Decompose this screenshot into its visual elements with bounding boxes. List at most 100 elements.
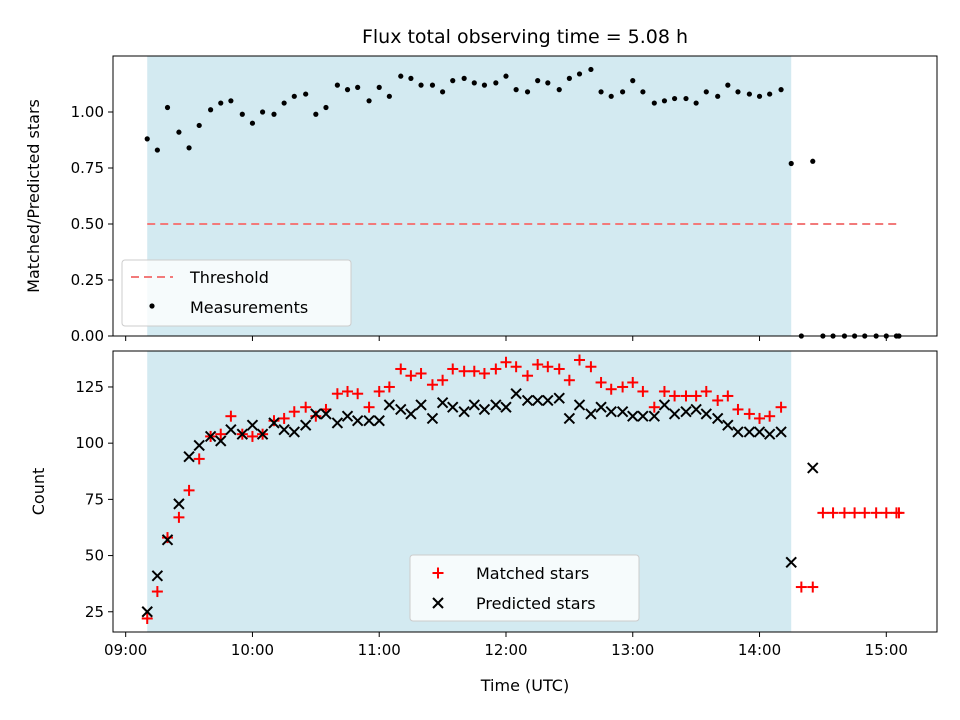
- measurement-point: [291, 93, 297, 99]
- matched-star-point: [732, 403, 744, 415]
- predicted-star-point: [648, 410, 661, 422]
- ratio-y-ticks: 0.00 0.25 0.50 0.75 1.00: [71, 103, 113, 345]
- predicted-star-point: [183, 450, 195, 463]
- matched-star-point: [490, 363, 502, 375]
- matched-star-point: [288, 406, 300, 418]
- measurement-point: [608, 93, 614, 99]
- matched-star-point: [383, 381, 395, 393]
- predicted-star-point: [807, 462, 819, 474]
- measurement-point: [576, 71, 583, 77]
- matched-star-point: [553, 363, 565, 375]
- predicted-star-point: [173, 498, 185, 510]
- measurement-point: [598, 89, 604, 95]
- ratio-panel: 0.00 0.25 0.50 0.75 1.00 Flux total observin…: [24, 26, 938, 345]
- measurement-point: [334, 82, 340, 88]
- predicted-star-point: [373, 414, 385, 427]
- matched-star-point: [859, 507, 871, 519]
- matched-star-point: [246, 430, 258, 442]
- predicted-star-point: [616, 405, 629, 418]
- measurement-point: [693, 100, 699, 106]
- matched-star-point: [743, 408, 755, 420]
- y-tick-label: 0.75: [71, 159, 104, 177]
- matched-star-point: [173, 511, 185, 523]
- matched-star-point: [437, 374, 449, 386]
- predicted-star-point: [193, 439, 205, 452]
- measurement-point: [513, 87, 519, 93]
- matched-star-point: [468, 365, 480, 377]
- predicted-star-point: [415, 399, 427, 411]
- legend-predicted-swatch: [432, 597, 444, 609]
- matched-star-point: [447, 363, 459, 375]
- predicted-star-point: [605, 405, 617, 418]
- time-x-axis-label: Time (UTC): [480, 676, 569, 695]
- ratio-x-ticks: [125, 336, 887, 341]
- matched-star-point: [775, 401, 787, 413]
- predicted-star-point: [775, 426, 787, 438]
- measurement-point: [630, 78, 636, 84]
- matched-star-point: [215, 428, 227, 440]
- measurement-point: [746, 91, 752, 97]
- measurement-point: [620, 89, 626, 95]
- predicted-star-point: [763, 428, 776, 440]
- predicted-star-point: [690, 403, 702, 416]
- measurement-point: [323, 104, 329, 111]
- predicted-star-point: [236, 428, 249, 440]
- measurement-point: [535, 78, 541, 84]
- matched-star-point: [605, 383, 617, 395]
- measurement-point: [208, 107, 214, 113]
- matched-star-point: [542, 361, 554, 373]
- x-tick-label: 12:00: [484, 641, 527, 659]
- matched-star-point: [617, 381, 629, 393]
- matched-star-point: [880, 507, 892, 519]
- legend-measurement-swatch: [149, 303, 155, 309]
- matched-star-point: [193, 453, 205, 465]
- matched-star-point: [363, 401, 375, 413]
- matched-star-point: [162, 532, 174, 544]
- ratio-legend-box: [121, 259, 352, 327]
- measurement-point: [344, 87, 351, 93]
- matched-star-point: [807, 581, 819, 593]
- matched-star-point: [405, 370, 417, 382]
- matched-star-point: [893, 507, 905, 519]
- measurement-point: [176, 129, 182, 135]
- matched-star-point: [151, 586, 163, 598]
- predicted-star-point: [141, 606, 153, 618]
- matched-star-point: [795, 581, 807, 593]
- predicted-star-point: [341, 410, 354, 422]
- predicted-star-point: [595, 401, 607, 413]
- matched-star-point: [838, 507, 850, 519]
- predicted-star-point: [553, 392, 565, 404]
- count-y-axis-label: Count: [29, 468, 48, 516]
- measurement-point: [524, 89, 531, 95]
- matched-star-point: [478, 367, 490, 379]
- legend-threshold-label: Threshold: [189, 268, 269, 287]
- predicted-star-point: [151, 570, 164, 582]
- y-tick-label: 100: [75, 434, 104, 452]
- matched-star-point: [648, 401, 660, 413]
- predicted-star-point: [395, 403, 407, 416]
- measurement-point: [398, 73, 404, 79]
- measurement-point: [661, 98, 668, 104]
- matched-star-point: [817, 507, 829, 519]
- matched-star-point: [268, 415, 280, 427]
- measurement-point: [683, 95, 689, 102]
- matched-star-point: [395, 363, 407, 375]
- predicted-star-point: [468, 399, 480, 411]
- measurement-point: [556, 87, 562, 93]
- matched-star-point: [500, 356, 512, 368]
- predicted-star-point: [246, 419, 259, 431]
- predicted-star-point: [722, 419, 734, 431]
- x-tick-label: 13:00: [611, 641, 654, 659]
- predicted-star-points: [141, 388, 819, 618]
- measurement-point: [259, 109, 266, 115]
- matched-star-point: [722, 390, 734, 402]
- measurement-point: [218, 100, 224, 106]
- measurement-point: [640, 89, 646, 95]
- measurement-point: [164, 104, 171, 111]
- measurement-point: [418, 82, 424, 88]
- matched-star-point: [141, 613, 153, 625]
- matched-star-point: [532, 358, 544, 370]
- legend-matched-label: Matched stars: [476, 564, 589, 583]
- legend-measurements-label: Measurements: [190, 298, 308, 317]
- predicted-star-point: [711, 412, 724, 425]
